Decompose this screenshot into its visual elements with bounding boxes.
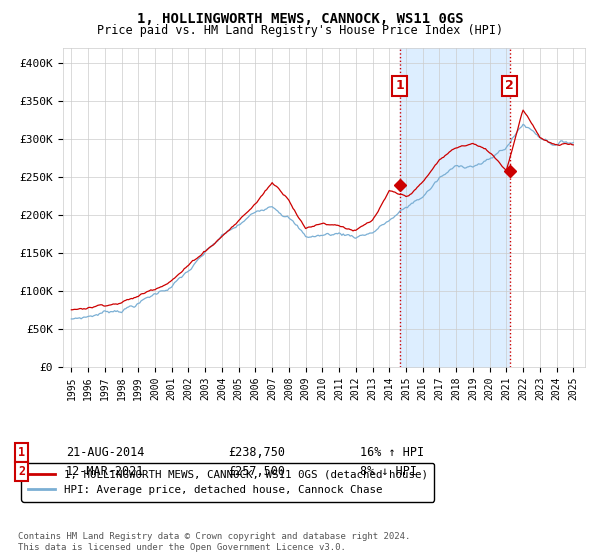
Text: £257,500: £257,500 (228, 465, 285, 478)
Text: Price paid vs. HM Land Registry's House Price Index (HPI): Price paid vs. HM Land Registry's House … (97, 24, 503, 37)
Text: 1: 1 (395, 80, 404, 92)
Text: £238,750: £238,750 (228, 446, 285, 459)
Text: 21-AUG-2014: 21-AUG-2014 (66, 446, 145, 459)
Text: 1, HOLLINGWORTH MEWS, CANNOCK, WS11 0GS: 1, HOLLINGWORTH MEWS, CANNOCK, WS11 0GS (137, 12, 463, 26)
Text: 1: 1 (18, 446, 25, 459)
Text: 16% ↑ HPI: 16% ↑ HPI (360, 446, 424, 459)
Text: 12-MAR-2021: 12-MAR-2021 (66, 465, 145, 478)
Legend: 1, HOLLINGWORTH MEWS, CANNOCK, WS11 0GS (detached house), HPI: Average price, de: 1, HOLLINGWORTH MEWS, CANNOCK, WS11 0GS … (22, 463, 434, 502)
Text: 8% ↓ HPI: 8% ↓ HPI (360, 465, 417, 478)
Text: 2: 2 (18, 465, 25, 478)
Text: 2: 2 (505, 80, 514, 92)
Text: Contains HM Land Registry data © Crown copyright and database right 2024.
This d: Contains HM Land Registry data © Crown c… (18, 532, 410, 552)
